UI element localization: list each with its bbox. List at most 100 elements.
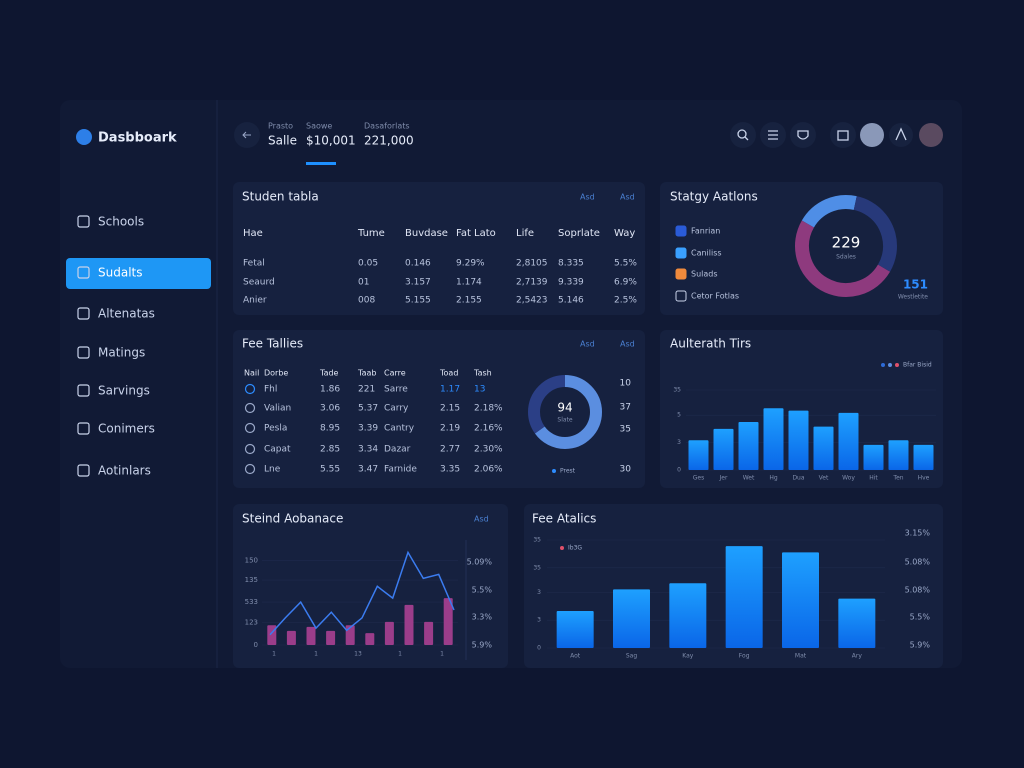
bar [763,408,784,470]
avatar[interactable] [860,123,884,147]
cell: Anier [243,296,267,306]
column-header: Soprlate [558,228,600,239]
cell: 3.39 [358,424,378,434]
nav-item[interactable]: Matings [98,346,145,360]
legend-dot [881,363,885,367]
cell: 221 [358,385,375,395]
ai-icon [895,127,907,141]
legend-dot [895,363,899,367]
cell: 2.06% [474,465,503,475]
brand: Dasbboark [98,131,177,146]
axis-label: 5.9% [910,641,931,650]
x-tick-label: Vet [819,475,829,482]
cell: Carry [384,404,409,414]
cell: 0.05 [358,259,378,269]
x-tick-label: Aot [570,653,581,660]
search-icon [737,129,747,139]
bar [424,621,434,645]
stat-value: $10,001 [306,134,356,148]
card-title: Fee Atalics [532,512,596,526]
axis-label: 5.08% [905,586,931,595]
bar [443,598,453,645]
column-header: Tade [319,369,339,378]
brand-logo [76,129,92,145]
badge: Asd [474,515,489,524]
column-header: Fat Lato [456,228,496,239]
y-tick-label: 35 [673,387,681,394]
nav-item[interactable]: Sudalts [98,266,142,280]
y-tick-label: 35 [533,564,541,571]
card-title: Steind Aobanace [242,512,343,526]
card [233,330,645,488]
cell: 2,5423 [516,296,548,306]
bar [688,440,709,470]
stat-label: Prasto [268,122,293,131]
x-tick-label: Dua [792,475,804,482]
axis-label: 5.08% [905,558,931,567]
side-value: 151 [903,278,928,292]
bar [556,610,594,648]
nav-icon [77,384,90,397]
cell: 1.17 [440,385,460,395]
cell: 2.16% [474,424,503,434]
nav-item[interactable]: Altenatas [98,307,155,321]
y-tick-label: 533 [245,598,258,606]
legend-swatch [675,225,687,237]
bar [326,630,336,645]
shield-button[interactable] [790,122,816,148]
legend-swatch [675,247,687,259]
column-header: Buvdase [405,228,448,239]
stat-value: 221,000 [364,134,414,148]
nav-icon [77,422,90,435]
bar [863,444,884,470]
cell: Sarre [384,385,408,395]
cell: 13 [474,385,485,395]
calendar-button[interactable] [830,122,856,148]
bar [613,589,650,648]
nav-item[interactable]: Aotinlars [98,464,151,478]
cell: 9.339 [558,278,584,288]
search-button[interactable] [730,122,756,148]
ai-button[interactable] [889,123,913,147]
nav-item[interactable]: Sarvings [98,384,150,398]
legend-item: Caniliss [691,249,722,258]
bar [838,412,859,470]
nav-icon [77,464,90,477]
axis-label: 37 [620,403,631,413]
cell: 2.15 [440,404,460,414]
y-tick-label: 3 [677,439,681,446]
cell: Lne [264,465,281,475]
nav-item[interactable]: Conimers [98,422,155,436]
column-header: Carre [384,369,406,378]
cell: Fetal [243,259,265,269]
axis-label: 5.9% [472,641,493,650]
nav-item[interactable]: Schools [98,215,144,229]
cell: Capat [264,445,291,455]
cell: Farnide [384,465,417,475]
cell: 6.9% [614,278,637,288]
legend-dot [560,546,564,550]
column-header: Dorbe [264,369,288,378]
bar [669,583,707,648]
legend-dot [888,363,892,367]
x-tick-label: Mat [795,653,807,660]
y-tick-label: 0 [254,641,258,649]
axis-label: 10 [620,379,632,389]
row-icon [244,402,256,414]
legend-swatch [675,290,687,302]
avatar[interactable] [919,123,943,147]
card-title: Aulterath Tirs [670,337,751,351]
cell: 2.30% [474,445,503,455]
column-header: Nail [244,369,259,378]
x-tick-label: Ten [892,475,903,482]
legend-item: Bfar Bisid [903,362,932,369]
y-tick-label: 0 [677,467,681,474]
cell: 5.55 [320,465,340,475]
cell: 3.06 [320,404,340,414]
bar [365,633,375,645]
cell: 2.19 [440,424,460,434]
bar [384,621,394,645]
x-tick-label: Hve [918,475,930,482]
cell: Dazar [384,445,411,455]
